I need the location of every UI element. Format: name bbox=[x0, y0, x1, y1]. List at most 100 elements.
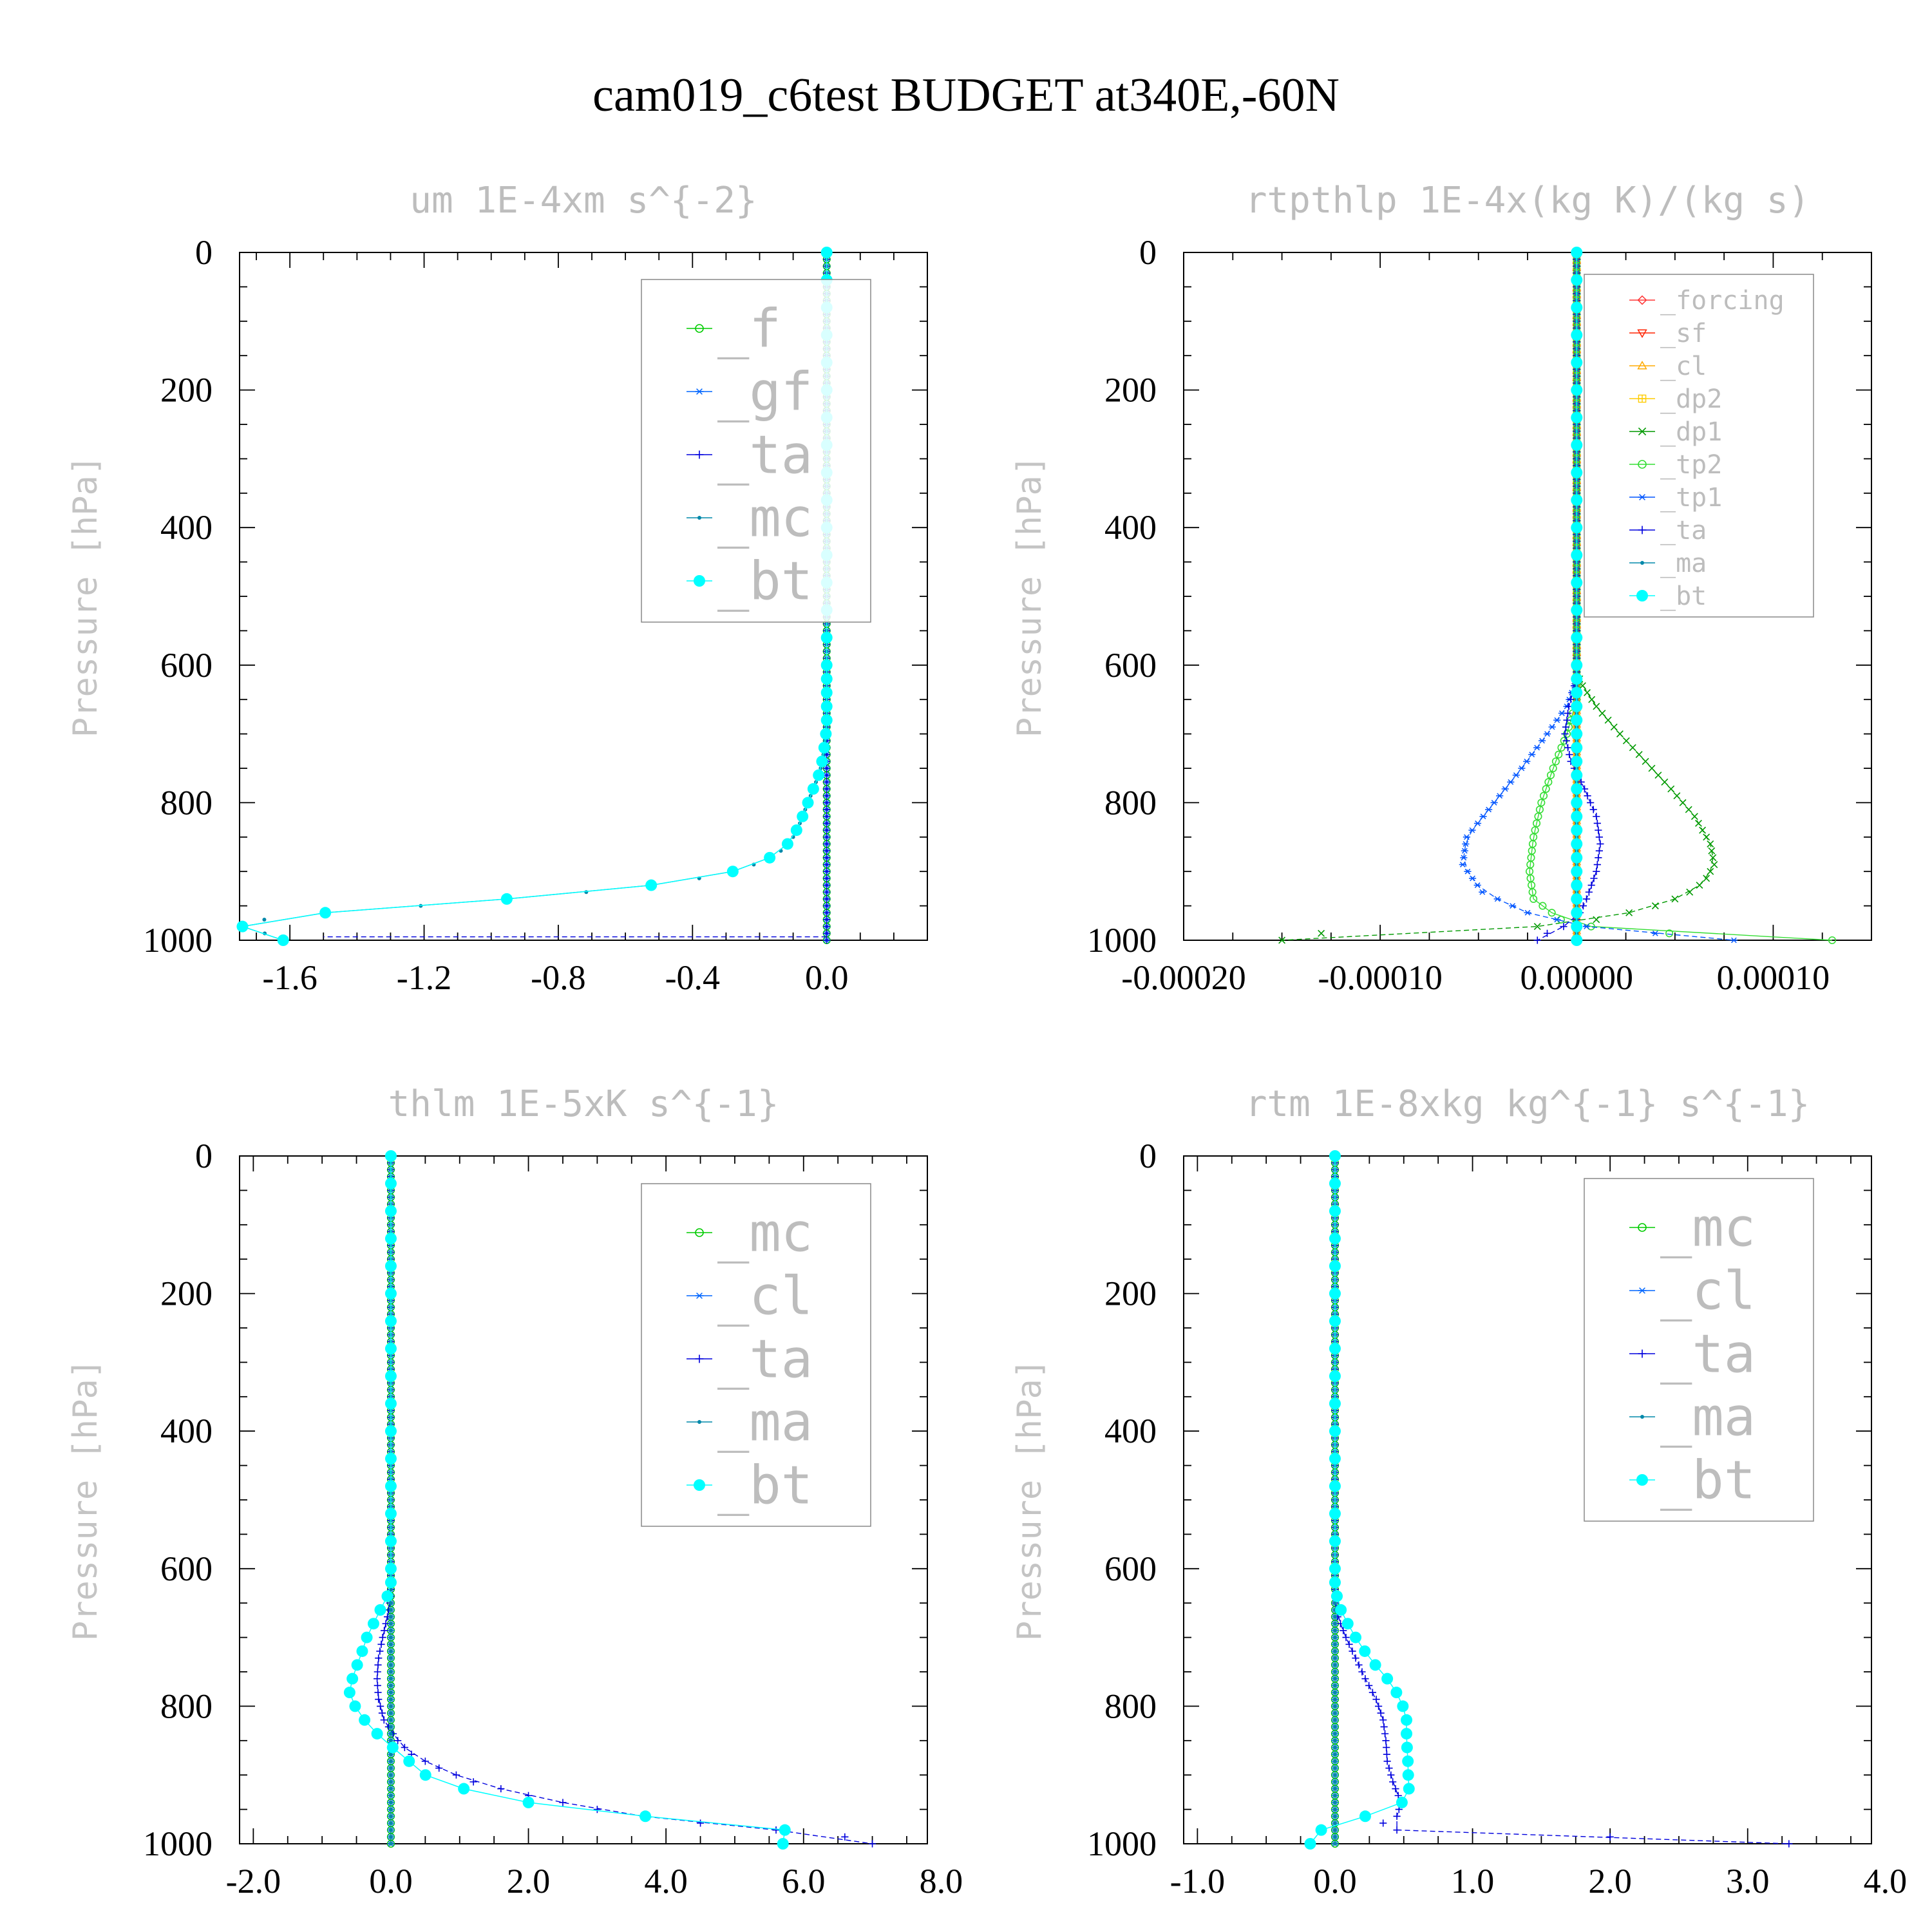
data-point bbox=[376, 1702, 384, 1710]
data-point bbox=[388, 1794, 393, 1798]
data-point bbox=[816, 755, 828, 768]
legend-label: _bt bbox=[1660, 582, 1707, 611]
data-point bbox=[1571, 301, 1583, 314]
legend-label: _bt bbox=[1660, 1450, 1756, 1511]
data-point bbox=[823, 923, 831, 931]
data-point bbox=[1329, 1480, 1341, 1492]
data-point bbox=[1463, 834, 1471, 840]
data-point bbox=[1459, 862, 1466, 867]
legend-item: _mc bbox=[1629, 1198, 1756, 1259]
legend-label: _ta bbox=[717, 425, 813, 486]
data-point bbox=[1593, 703, 1600, 710]
data-point bbox=[1332, 1835, 1337, 1839]
legend-item: _bt bbox=[687, 1455, 813, 1517]
data-point bbox=[361, 1631, 373, 1643]
legend-label: _cl bbox=[1660, 352, 1707, 381]
data-point bbox=[1332, 1670, 1337, 1674]
data-point bbox=[1542, 784, 1550, 793]
data-point bbox=[388, 1828, 393, 1832]
data-point bbox=[1538, 737, 1546, 744]
data-point bbox=[1610, 723, 1618, 731]
data-point bbox=[1648, 764, 1656, 772]
legend-marker bbox=[1640, 1415, 1644, 1419]
legend-marker bbox=[695, 1228, 704, 1237]
data-point bbox=[1577, 778, 1585, 786]
data-point bbox=[388, 1635, 393, 1640]
legend-box bbox=[1584, 274, 1814, 618]
data-point bbox=[1329, 1562, 1341, 1575]
data-point bbox=[1571, 866, 1583, 878]
data-point bbox=[1571, 769, 1583, 781]
data-point bbox=[1533, 744, 1541, 751]
data-point bbox=[375, 1654, 383, 1662]
legend-marker bbox=[1638, 427, 1647, 436]
legend-marker bbox=[1637, 361, 1647, 370]
data-point bbox=[1595, 854, 1602, 862]
data-point bbox=[820, 632, 833, 644]
data-point bbox=[1329, 1535, 1341, 1548]
data-point bbox=[823, 833, 831, 841]
data-point bbox=[1665, 929, 1674, 938]
data-point bbox=[382, 1620, 390, 1627]
legend-label: _ma bbox=[717, 1392, 813, 1454]
legend: _forcing _sf _cl _dp2_dp1_tp2_tp1 _ta _ma _bt bbox=[1584, 274, 1814, 618]
data-point bbox=[388, 1601, 393, 1605]
data-point bbox=[367, 1618, 379, 1630]
data-point bbox=[820, 673, 833, 685]
data-point bbox=[384, 1562, 397, 1575]
legend-marker bbox=[695, 1354, 704, 1363]
data-point bbox=[388, 1725, 393, 1729]
legend-item: _tp1 bbox=[1629, 483, 1722, 513]
data-point bbox=[1315, 1824, 1327, 1836]
data-point bbox=[1493, 896, 1501, 902]
data-point bbox=[1616, 730, 1624, 738]
legend-label: _ma bbox=[1660, 1387, 1756, 1448]
x-tick-label: 4.0 bbox=[644, 1862, 688, 1900]
legend-item: _bt bbox=[1629, 1450, 1756, 1511]
data-point bbox=[1598, 710, 1606, 717]
data-point bbox=[1507, 779, 1515, 785]
legend-marker bbox=[1638, 394, 1647, 403]
data-point bbox=[1332, 1738, 1337, 1743]
data-point bbox=[388, 1683, 393, 1688]
data-point bbox=[1563, 716, 1571, 724]
data-point bbox=[779, 1824, 791, 1836]
data-point bbox=[1473, 820, 1482, 826]
data-point bbox=[1368, 1689, 1376, 1696]
data-point bbox=[818, 741, 830, 753]
data-point bbox=[1673, 792, 1681, 800]
data-point bbox=[1335, 1604, 1347, 1616]
data-point bbox=[469, 1778, 477, 1786]
data-point bbox=[820, 714, 833, 726]
data-point bbox=[1571, 838, 1583, 850]
data-point bbox=[435, 1764, 443, 1772]
data-point bbox=[1566, 751, 1573, 759]
legend-item: _dp1 bbox=[1629, 417, 1722, 447]
data-point bbox=[1593, 916, 1600, 923]
data-point bbox=[1490, 800, 1498, 806]
legend-label: _ta bbox=[717, 1329, 813, 1390]
data-point bbox=[384, 1205, 397, 1217]
data-point bbox=[1671, 895, 1679, 903]
y-tick-label: 400 bbox=[1104, 1412, 1157, 1450]
data-point bbox=[388, 1752, 393, 1757]
legend-label: _ta bbox=[1660, 1324, 1756, 1385]
data-point bbox=[1318, 929, 1325, 937]
legend-item: _ta bbox=[687, 1329, 813, 1390]
data-point bbox=[823, 860, 831, 869]
data-point bbox=[1329, 1577, 1341, 1589]
data-point bbox=[772, 1826, 780, 1834]
data-point bbox=[1699, 826, 1707, 834]
data-point bbox=[381, 1627, 388, 1634]
data-point bbox=[388, 1663, 393, 1667]
y-axis-label: Pressure [hPa] bbox=[1010, 1359, 1049, 1641]
data-point bbox=[1332, 1622, 1337, 1626]
legend-label: _ta bbox=[1660, 516, 1707, 545]
panel-title: thlm 1E-5xK s^{-1} bbox=[388, 1083, 779, 1125]
y-tick-label: 600 bbox=[160, 1549, 213, 1588]
panel-title: um 1E-4xm s^{-2} bbox=[410, 180, 757, 222]
legend-item: _bt bbox=[687, 551, 813, 612]
data-point bbox=[1375, 1702, 1383, 1710]
data-point bbox=[1332, 1794, 1337, 1798]
data-point bbox=[1571, 687, 1583, 699]
